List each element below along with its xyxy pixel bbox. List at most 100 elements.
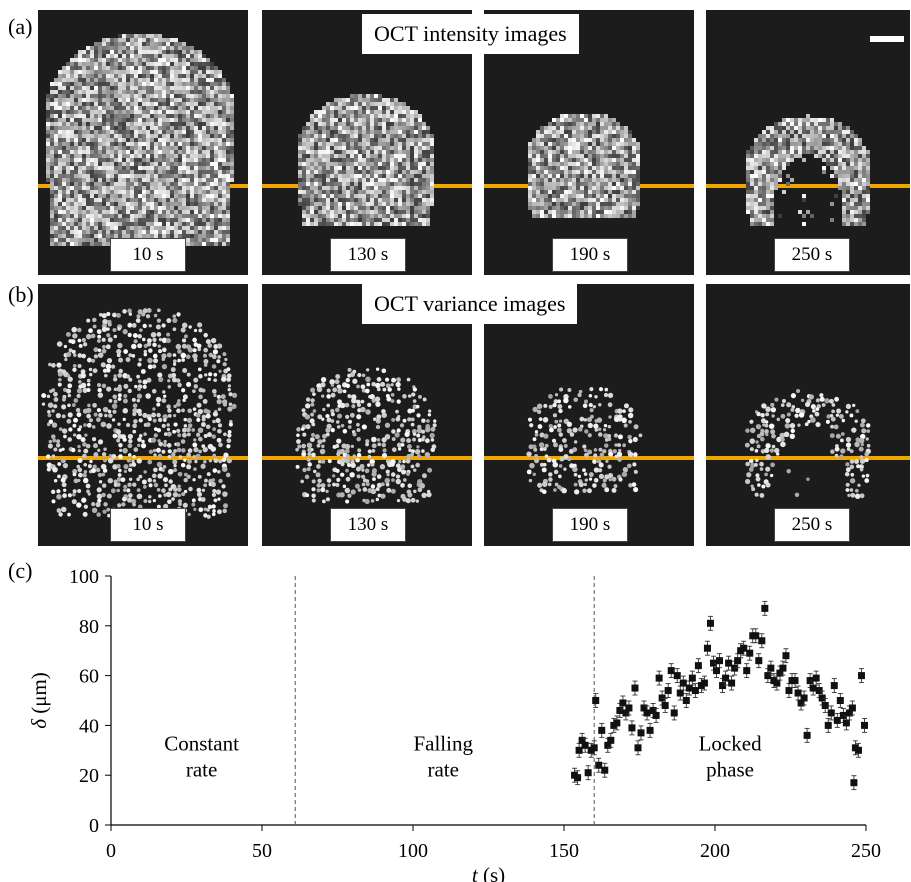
data-point bbox=[824, 721, 832, 729]
time-label: 250 s bbox=[774, 508, 850, 542]
data-point bbox=[812, 674, 820, 682]
data-point bbox=[691, 687, 699, 695]
y-tick-label: 40 bbox=[79, 715, 99, 737]
data-point bbox=[679, 679, 687, 687]
data-point bbox=[703, 644, 711, 652]
data-point bbox=[694, 662, 702, 670]
data-point bbox=[848, 704, 856, 712]
data-point bbox=[746, 649, 754, 657]
data-point bbox=[673, 672, 681, 680]
data-point bbox=[685, 684, 693, 692]
time-label: 130 s bbox=[330, 508, 406, 542]
data-point bbox=[625, 704, 633, 712]
data-point bbox=[776, 669, 784, 677]
y-tick-label: 100 bbox=[69, 566, 99, 588]
data-point bbox=[752, 632, 760, 640]
data-point bbox=[773, 679, 781, 687]
data-point bbox=[740, 644, 748, 652]
data-point bbox=[584, 769, 592, 777]
panel-label-b: (b) bbox=[8, 282, 34, 307]
time-label: 190 s bbox=[552, 508, 628, 542]
variance-image-130s: 130 s bbox=[262, 284, 472, 546]
data-point bbox=[676, 689, 684, 697]
data-point bbox=[646, 726, 654, 734]
data-point bbox=[767, 664, 775, 672]
intensity-image-190s: 190 s bbox=[484, 10, 694, 275]
data-point bbox=[827, 709, 835, 717]
data-point bbox=[643, 709, 651, 717]
data-point bbox=[761, 604, 769, 612]
region-label: Locked bbox=[699, 731, 762, 755]
data-point bbox=[640, 704, 648, 712]
data-point bbox=[709, 659, 717, 667]
data-point bbox=[764, 672, 772, 680]
data-point bbox=[613, 719, 621, 727]
data-point bbox=[578, 736, 586, 744]
data-point bbox=[833, 716, 841, 724]
y-tick-label: 60 bbox=[79, 666, 99, 688]
data-point bbox=[661, 701, 669, 709]
data-point bbox=[706, 619, 714, 627]
intensity-image-250s: 250 s bbox=[706, 10, 910, 275]
variance-row-title: OCT variance images bbox=[362, 284, 578, 324]
scale-bar bbox=[870, 36, 904, 42]
data-point bbox=[842, 719, 850, 727]
data-point bbox=[779, 664, 787, 672]
data-point bbox=[815, 687, 823, 695]
time-label: 190 s bbox=[552, 238, 628, 272]
delta-vs-time-chart: 0 20 40 60 80 100 0 50 100 150 200 250 t (s) δ (μm) Co… bbox=[27, 566, 881, 882]
data-point bbox=[857, 672, 865, 680]
region-label: Falling bbox=[413, 731, 473, 755]
data-point bbox=[619, 699, 627, 707]
data-point bbox=[860, 721, 868, 729]
data-point bbox=[575, 746, 583, 754]
x-axis-title: t (s) bbox=[472, 863, 505, 882]
region-label: phase bbox=[706, 757, 754, 781]
data-point bbox=[716, 657, 724, 665]
data-point bbox=[797, 699, 805, 707]
data-point bbox=[574, 774, 582, 782]
data-point bbox=[634, 744, 642, 752]
panel-label-a: (a) bbox=[8, 14, 33, 39]
data-point bbox=[734, 657, 742, 665]
data-point bbox=[604, 741, 612, 749]
x-tick-label: 100 bbox=[398, 840, 428, 862]
data-point bbox=[794, 689, 802, 697]
x-tick-label: 250 bbox=[851, 840, 881, 862]
x-tick-label: 200 bbox=[700, 840, 730, 862]
droplet-speckle bbox=[295, 367, 437, 505]
data-point bbox=[719, 682, 727, 690]
data-point bbox=[821, 701, 829, 709]
y-tick-label: 20 bbox=[79, 765, 99, 787]
droplet-speckle bbox=[744, 388, 871, 499]
droplet-speckle bbox=[746, 114, 870, 226]
droplet-speckle bbox=[298, 94, 434, 226]
variance-image-250s: 250 s bbox=[706, 284, 910, 546]
region-label: rate bbox=[186, 757, 217, 781]
data-point bbox=[637, 729, 645, 737]
data-point bbox=[670, 709, 678, 717]
data-point bbox=[590, 744, 598, 752]
data-point bbox=[616, 706, 624, 714]
variance-image-10s: 10 s bbox=[38, 284, 248, 546]
data-point bbox=[664, 687, 672, 695]
data-point bbox=[592, 697, 600, 704]
data-point bbox=[713, 667, 721, 675]
data-point bbox=[667, 667, 675, 675]
intensity-row-title: OCT intensity images bbox=[362, 14, 579, 54]
x-tick-label: 150 bbox=[549, 840, 579, 862]
data-point bbox=[631, 684, 639, 692]
data-point bbox=[581, 741, 589, 749]
data-point bbox=[836, 697, 844, 704]
data-point bbox=[850, 779, 858, 787]
data-point bbox=[628, 724, 636, 732]
data-point bbox=[800, 694, 808, 702]
data-point bbox=[785, 687, 793, 695]
data-point bbox=[755, 657, 763, 665]
data-point bbox=[595, 761, 603, 769]
data-point bbox=[601, 766, 609, 774]
variance-image-190s: 190 s bbox=[484, 284, 694, 546]
time-label: 10 s bbox=[110, 238, 186, 272]
data-point bbox=[830, 682, 838, 690]
region-label: Constant bbox=[164, 731, 239, 755]
